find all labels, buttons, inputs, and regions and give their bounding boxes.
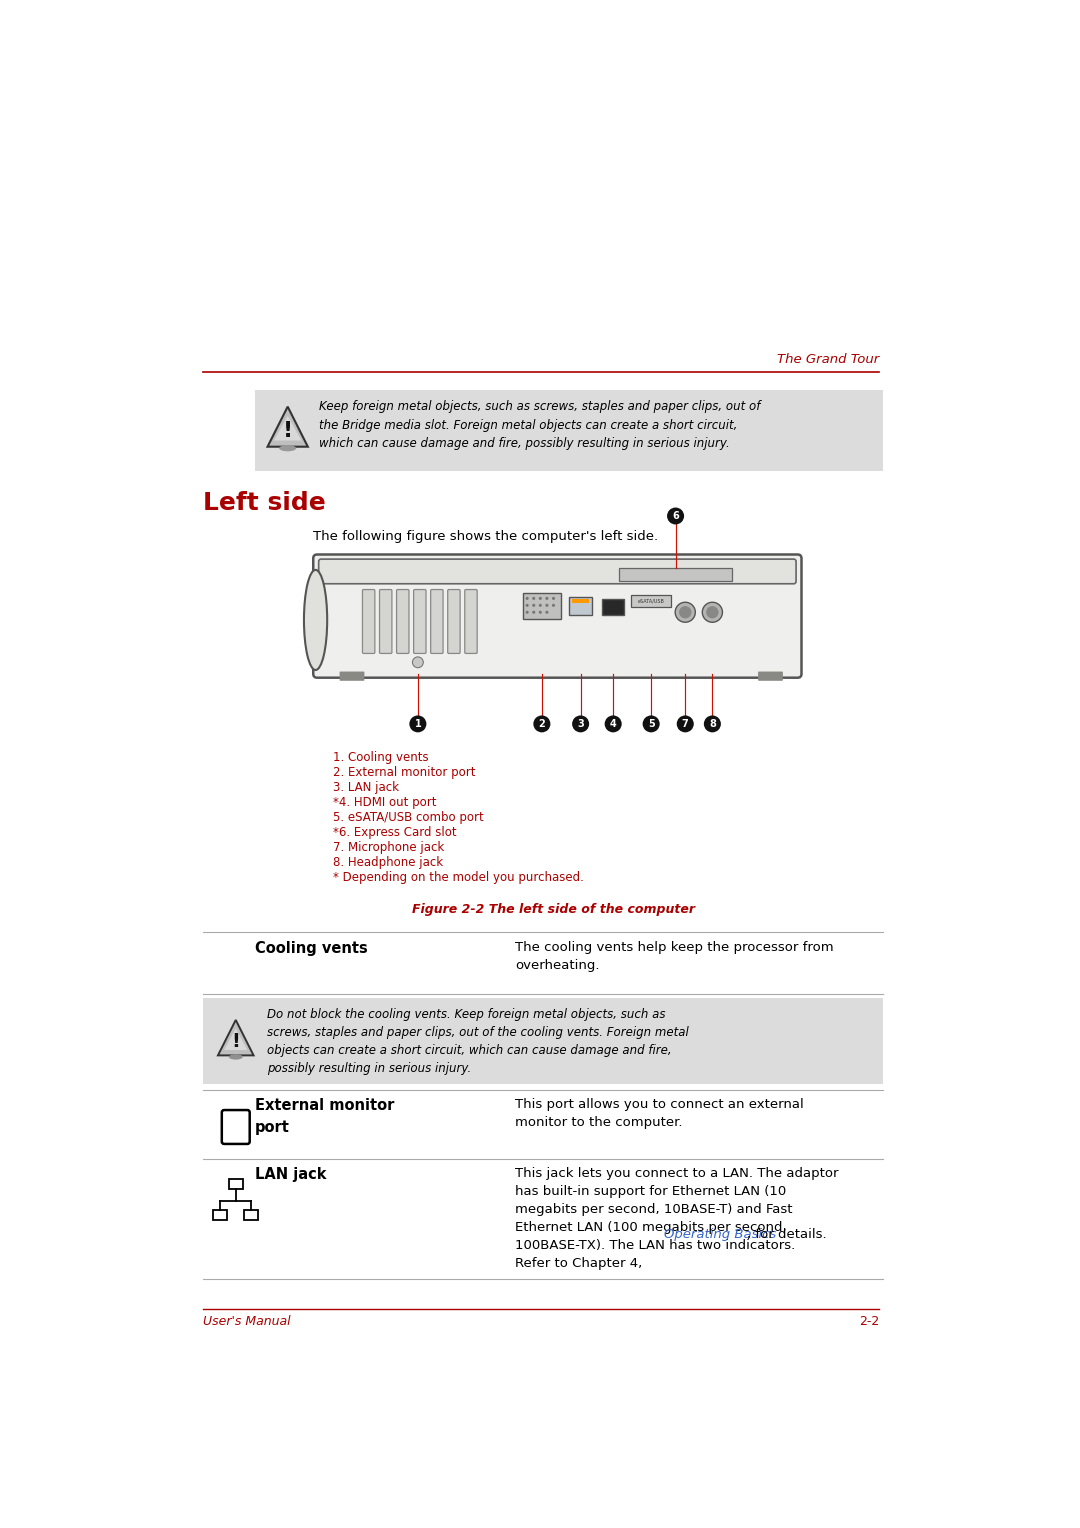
Text: 1: 1 xyxy=(415,718,421,729)
FancyBboxPatch shape xyxy=(431,590,443,654)
Circle shape xyxy=(532,604,536,607)
Text: *6. Express Card slot: *6. Express Card slot xyxy=(333,827,456,839)
FancyBboxPatch shape xyxy=(619,567,732,582)
Circle shape xyxy=(532,611,536,614)
Text: 2-2: 2-2 xyxy=(859,1316,879,1328)
Text: !: ! xyxy=(283,422,293,442)
FancyBboxPatch shape xyxy=(379,590,392,654)
Text: 7: 7 xyxy=(681,718,689,729)
Text: Do not block the cooling vents. Keep foreign metal objects, such as
screws, stap: Do not block the cooling vents. Keep for… xyxy=(267,1008,689,1076)
Text: 2: 2 xyxy=(539,718,545,729)
FancyBboxPatch shape xyxy=(313,555,801,678)
Circle shape xyxy=(545,604,549,607)
Circle shape xyxy=(413,657,423,668)
Text: !: ! xyxy=(231,1031,240,1051)
FancyBboxPatch shape xyxy=(203,998,882,1083)
FancyBboxPatch shape xyxy=(448,590,460,654)
Text: This port allows you to connect an external
monitor to the computer.: This port allows you to connect an exter… xyxy=(515,1097,804,1129)
Circle shape xyxy=(526,597,529,601)
Circle shape xyxy=(679,607,691,619)
Circle shape xyxy=(526,604,529,607)
Ellipse shape xyxy=(279,445,296,451)
Circle shape xyxy=(667,507,684,524)
Circle shape xyxy=(643,715,660,732)
Text: Operating Basics: Operating Basics xyxy=(663,1229,775,1241)
Text: 3: 3 xyxy=(577,718,584,729)
FancyBboxPatch shape xyxy=(603,599,624,614)
Circle shape xyxy=(539,597,542,601)
Text: The cooling vents help keep the processor from
overheating.: The cooling vents help keep the processo… xyxy=(515,941,834,972)
Text: 5: 5 xyxy=(648,718,654,729)
Circle shape xyxy=(534,715,551,732)
FancyBboxPatch shape xyxy=(221,1109,249,1144)
Text: 1. Cooling vents: 1. Cooling vents xyxy=(333,750,429,764)
Text: Figure 2-2 The left side of the computer: Figure 2-2 The left side of the computer xyxy=(411,903,696,915)
Circle shape xyxy=(704,715,721,732)
FancyBboxPatch shape xyxy=(758,671,783,681)
Polygon shape xyxy=(218,1021,254,1056)
FancyBboxPatch shape xyxy=(255,390,882,471)
FancyBboxPatch shape xyxy=(244,1210,258,1221)
Text: , for details.: , for details. xyxy=(747,1229,827,1241)
FancyBboxPatch shape xyxy=(396,590,409,654)
Ellipse shape xyxy=(229,1054,243,1059)
Text: 5. eSATA/USB combo port: 5. eSATA/USB combo port xyxy=(333,811,484,824)
Polygon shape xyxy=(268,406,308,446)
Text: 6: 6 xyxy=(672,510,679,521)
Circle shape xyxy=(677,715,693,732)
Circle shape xyxy=(409,715,427,732)
Circle shape xyxy=(706,607,718,619)
Text: *4. HDMI out port: *4. HDMI out port xyxy=(333,796,436,808)
Polygon shape xyxy=(273,416,301,440)
Circle shape xyxy=(545,597,549,601)
FancyBboxPatch shape xyxy=(363,590,375,654)
Circle shape xyxy=(539,611,542,614)
Circle shape xyxy=(526,611,529,614)
Text: 7. Microphone jack: 7. Microphone jack xyxy=(333,840,444,854)
Text: The following figure shows the computer's left side.: The following figure shows the computer'… xyxy=(313,530,659,542)
Circle shape xyxy=(572,715,590,732)
FancyBboxPatch shape xyxy=(523,593,562,619)
Circle shape xyxy=(545,611,549,614)
Circle shape xyxy=(539,604,542,607)
Text: 8. Headphone jack: 8. Headphone jack xyxy=(333,856,443,869)
Text: 4: 4 xyxy=(610,718,617,729)
Text: This jack lets you connect to a LAN. The adaptor
has built-in support for Ethern: This jack lets you connect to a LAN. The… xyxy=(515,1167,838,1270)
Text: External monitor
port: External monitor port xyxy=(255,1097,394,1135)
FancyBboxPatch shape xyxy=(213,1210,227,1221)
Text: User's Manual: User's Manual xyxy=(203,1316,291,1328)
Circle shape xyxy=(702,602,723,622)
Circle shape xyxy=(552,597,555,601)
FancyBboxPatch shape xyxy=(464,590,477,654)
Text: 2. External monitor port: 2. External monitor port xyxy=(333,766,475,779)
Text: 3. LAN jack: 3. LAN jack xyxy=(333,781,399,795)
FancyBboxPatch shape xyxy=(414,590,426,654)
Text: * Depending on the model you purchased.: * Depending on the model you purchased. xyxy=(333,871,583,885)
FancyBboxPatch shape xyxy=(569,597,592,616)
Text: The Grand Tour: The Grand Tour xyxy=(777,353,879,365)
Text: eSATA/USB: eSATA/USB xyxy=(637,597,664,604)
Text: Keep foreign metal objects, such as screws, staples and paper clips, out of
the : Keep foreign metal objects, such as scre… xyxy=(319,400,760,451)
Circle shape xyxy=(675,602,696,622)
Circle shape xyxy=(552,604,555,607)
Text: LAN jack: LAN jack xyxy=(255,1167,326,1183)
Text: 8: 8 xyxy=(708,718,716,729)
FancyBboxPatch shape xyxy=(339,671,364,681)
FancyBboxPatch shape xyxy=(631,594,672,607)
Circle shape xyxy=(532,597,536,601)
FancyBboxPatch shape xyxy=(572,599,590,604)
Ellipse shape xyxy=(303,570,327,669)
Text: Left side: Left side xyxy=(203,492,326,515)
Text: Cooling vents: Cooling vents xyxy=(255,941,368,957)
Polygon shape xyxy=(225,1028,247,1050)
FancyBboxPatch shape xyxy=(319,559,796,584)
Circle shape xyxy=(605,715,622,732)
FancyBboxPatch shape xyxy=(229,1178,243,1189)
